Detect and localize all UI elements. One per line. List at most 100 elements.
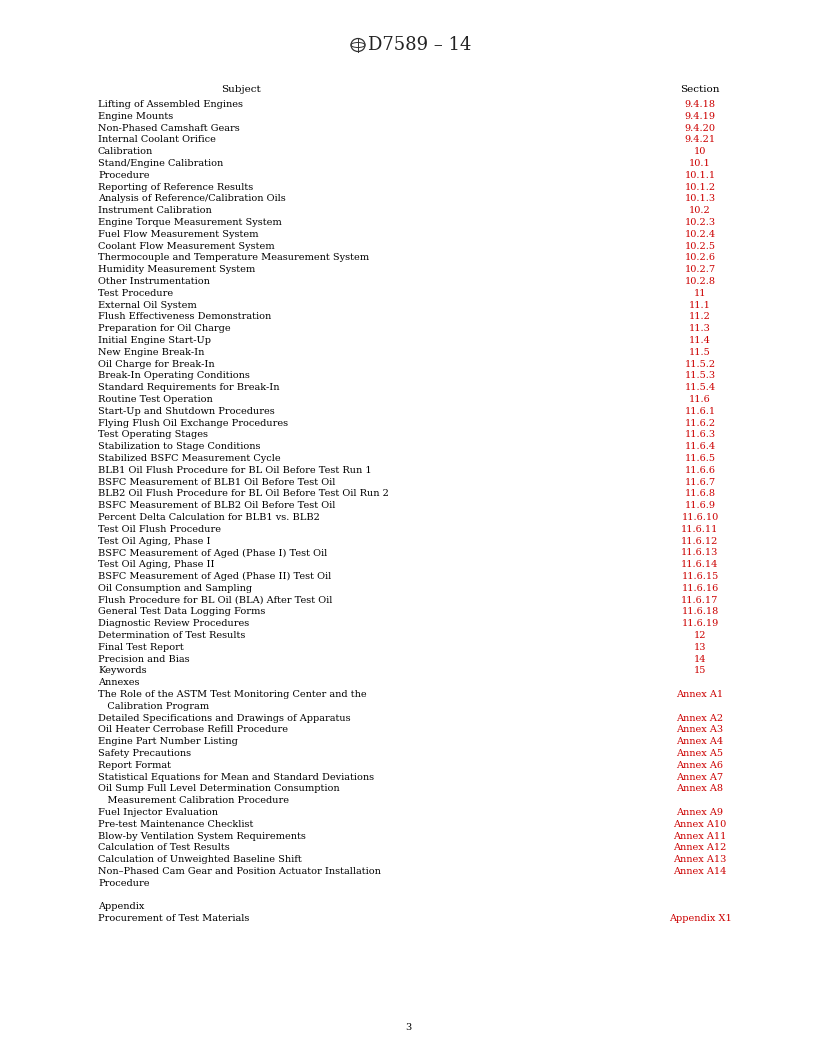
Text: BSFC Measurement of BLB1 Oil Before Test Oil: BSFC Measurement of BLB1 Oil Before Test… — [98, 477, 335, 487]
Text: Reporting of Reference Results: Reporting of Reference Results — [98, 183, 253, 191]
Text: Annex A8: Annex A8 — [676, 785, 724, 793]
Text: Procurement of Test Materials: Procurement of Test Materials — [98, 914, 250, 923]
Text: 10.1.3: 10.1.3 — [685, 194, 716, 204]
Text: 10.1.1: 10.1.1 — [685, 171, 716, 180]
Text: BLB1 Oil Flush Procedure for BL Oil Before Test Run 1: BLB1 Oil Flush Procedure for BL Oil Befo… — [98, 466, 371, 475]
Text: Routine Test Operation: Routine Test Operation — [98, 395, 213, 404]
Text: Precision and Bias: Precision and Bias — [98, 655, 189, 663]
Text: 11.5.2: 11.5.2 — [685, 360, 716, 369]
Text: Oil Charge for Break-In: Oil Charge for Break-In — [98, 360, 215, 369]
Text: 11.3: 11.3 — [689, 324, 711, 334]
Text: Annex A6: Annex A6 — [676, 760, 724, 770]
Text: Annex A1: Annex A1 — [676, 690, 724, 699]
Text: 9.4.20: 9.4.20 — [685, 124, 716, 133]
Text: Procedure: Procedure — [98, 879, 149, 888]
Text: 10.2.8: 10.2.8 — [685, 277, 716, 286]
Text: 11.6.14: 11.6.14 — [681, 560, 719, 569]
Text: Annex A7: Annex A7 — [676, 773, 724, 781]
Text: Diagnostic Review Procedures: Diagnostic Review Procedures — [98, 619, 249, 628]
Text: Annex A12: Annex A12 — [673, 844, 727, 852]
Text: 11.6.1: 11.6.1 — [685, 407, 716, 416]
Text: Stabilization to Stage Conditions: Stabilization to Stage Conditions — [98, 442, 260, 451]
Text: Oil Heater Cerrobase Refill Procedure: Oil Heater Cerrobase Refill Procedure — [98, 725, 288, 734]
Text: Stand/Engine Calibration: Stand/Engine Calibration — [98, 159, 224, 168]
Text: Engine Mounts: Engine Mounts — [98, 112, 173, 120]
Text: Break-In Operating Conditions: Break-In Operating Conditions — [98, 372, 250, 380]
Text: 11.5.3: 11.5.3 — [685, 372, 716, 380]
Text: 11.6.16: 11.6.16 — [681, 584, 719, 592]
Text: BLB2 Oil Flush Procedure for BL Oil Before Test Oil Run 2: BLB2 Oil Flush Procedure for BL Oil Befo… — [98, 489, 389, 498]
Text: 10.2.3: 10.2.3 — [685, 218, 716, 227]
Text: Annex A2: Annex A2 — [676, 714, 724, 722]
Text: 10.1.2: 10.1.2 — [685, 183, 716, 191]
Text: Engine Torque Measurement System: Engine Torque Measurement System — [98, 218, 282, 227]
Text: 11.6.3: 11.6.3 — [685, 431, 716, 439]
Text: Test Oil Aging, Phase I: Test Oil Aging, Phase I — [98, 536, 211, 546]
Text: 10.2.5: 10.2.5 — [685, 242, 716, 250]
Text: 11.6: 11.6 — [690, 395, 711, 404]
Text: 11: 11 — [694, 288, 707, 298]
Text: Flying Flush Oil Exchange Procedures: Flying Flush Oil Exchange Procedures — [98, 418, 288, 428]
Text: 11.6.7: 11.6.7 — [685, 477, 716, 487]
Text: 10.2.4: 10.2.4 — [685, 230, 716, 239]
Text: Annex A11: Annex A11 — [673, 831, 727, 841]
Text: Calibration: Calibration — [98, 147, 153, 156]
Text: Oil Sump Full Level Determination Consumption: Oil Sump Full Level Determination Consum… — [98, 785, 339, 793]
Text: 11.6.9: 11.6.9 — [685, 502, 716, 510]
Text: Blow-by Ventilation System Requirements: Blow-by Ventilation System Requirements — [98, 831, 306, 841]
Text: Standard Requirements for Break-In: Standard Requirements for Break-In — [98, 383, 280, 392]
Text: Stabilized BSFC Measurement Cycle: Stabilized BSFC Measurement Cycle — [98, 454, 281, 463]
Text: Appendix: Appendix — [98, 903, 144, 911]
Text: Annex A14: Annex A14 — [673, 867, 727, 876]
Text: 11.6.17: 11.6.17 — [681, 596, 719, 605]
Text: 10.2.6: 10.2.6 — [685, 253, 716, 262]
Text: External Oil System: External Oil System — [98, 301, 197, 309]
Text: Test Oil Flush Procedure: Test Oil Flush Procedure — [98, 525, 221, 533]
Text: 14: 14 — [694, 655, 707, 663]
Text: D7589 – 14: D7589 – 14 — [368, 36, 472, 54]
Text: Annex A4: Annex A4 — [676, 737, 724, 747]
Text: Test Procedure: Test Procedure — [98, 288, 173, 298]
Text: Humidity Measurement System: Humidity Measurement System — [98, 265, 255, 275]
Text: 10.2.7: 10.2.7 — [685, 265, 716, 275]
Text: Pre-test Maintenance Checklist: Pre-test Maintenance Checklist — [98, 819, 254, 829]
Text: Preparation for Oil Charge: Preparation for Oil Charge — [98, 324, 231, 334]
Text: 13: 13 — [694, 643, 707, 652]
Text: 11.5.4: 11.5.4 — [685, 383, 716, 392]
Text: 11.6.4: 11.6.4 — [685, 442, 716, 451]
Text: 11.5: 11.5 — [690, 347, 711, 357]
Text: 11.2: 11.2 — [689, 313, 711, 321]
Text: 11.1: 11.1 — [689, 301, 711, 309]
Text: Annex A10: Annex A10 — [673, 819, 726, 829]
Text: Fuel Injector Evaluation: Fuel Injector Evaluation — [98, 808, 218, 817]
Text: Oil Consumption and Sampling: Oil Consumption and Sampling — [98, 584, 252, 592]
Text: General Test Data Logging Forms: General Test Data Logging Forms — [98, 607, 265, 617]
Text: Section: Section — [681, 84, 720, 94]
Text: Procedure: Procedure — [98, 171, 149, 180]
Text: 10.2: 10.2 — [690, 206, 711, 215]
Text: Determination of Test Results: Determination of Test Results — [98, 631, 246, 640]
Text: BSFC Measurement of BLB2 Oil Before Test Oil: BSFC Measurement of BLB2 Oil Before Test… — [98, 502, 335, 510]
Text: 9.4.21: 9.4.21 — [685, 135, 716, 145]
Text: Non–Phased Cam Gear and Position Actuator Installation: Non–Phased Cam Gear and Position Actuato… — [98, 867, 381, 876]
Text: BSFC Measurement of Aged (Phase I) Test Oil: BSFC Measurement of Aged (Phase I) Test … — [98, 548, 327, 558]
Text: Safety Precautions: Safety Precautions — [98, 749, 191, 758]
Text: 3: 3 — [405, 1023, 411, 1033]
Text: Report Format: Report Format — [98, 760, 171, 770]
Text: Instrument Calibration: Instrument Calibration — [98, 206, 211, 215]
Text: Detailed Specifications and Drawings of Apparatus: Detailed Specifications and Drawings of … — [98, 714, 351, 722]
Text: 9.4.18: 9.4.18 — [685, 100, 716, 109]
Text: Thermocouple and Temperature Measurement System: Thermocouple and Temperature Measurement… — [98, 253, 369, 262]
Text: Initial Engine Start-Up: Initial Engine Start-Up — [98, 336, 211, 345]
Text: Flush Effectiveness Demonstration: Flush Effectiveness Demonstration — [98, 313, 271, 321]
Text: Calculation of Test Results: Calculation of Test Results — [98, 844, 230, 852]
Text: Test Operating Stages: Test Operating Stages — [98, 431, 208, 439]
Text: BSFC Measurement of Aged (Phase II) Test Oil: BSFC Measurement of Aged (Phase II) Test… — [98, 572, 331, 581]
Text: Test Oil Aging, Phase II: Test Oil Aging, Phase II — [98, 560, 215, 569]
Text: 10: 10 — [694, 147, 706, 156]
Text: Annex A3: Annex A3 — [676, 725, 724, 734]
Text: Calibration Program: Calibration Program — [98, 702, 209, 711]
Text: Final Test Report: Final Test Report — [98, 643, 184, 652]
Text: 12: 12 — [694, 631, 707, 640]
Text: 11.6.8: 11.6.8 — [685, 489, 716, 498]
